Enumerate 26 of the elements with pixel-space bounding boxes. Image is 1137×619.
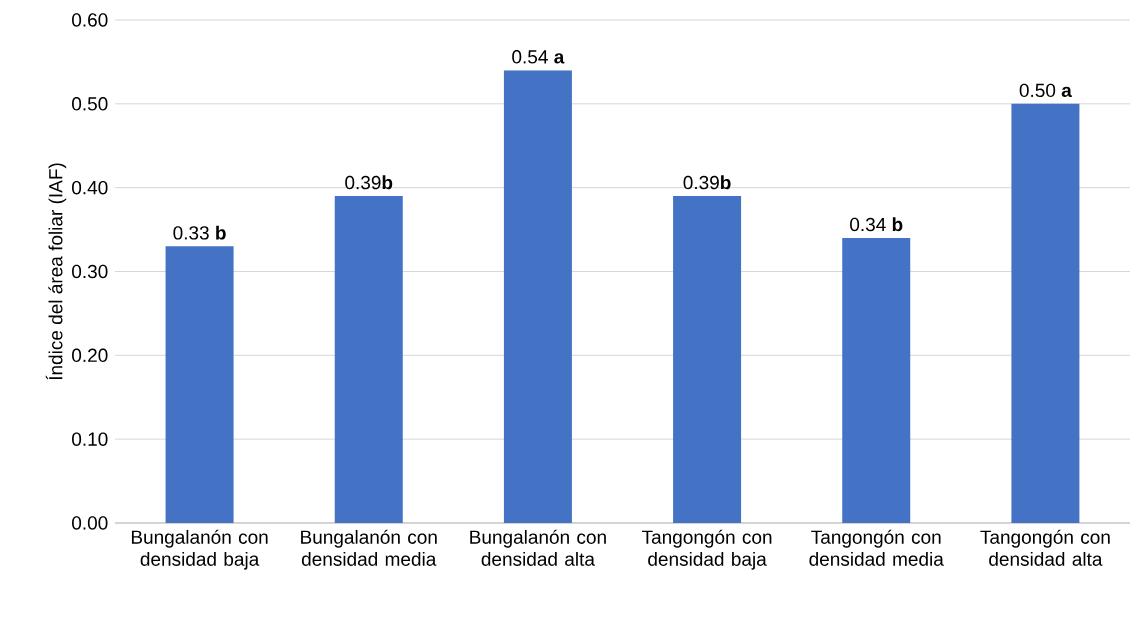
x-tick-label: Bungalanón con densidad media <box>301 529 437 566</box>
data-label: 0.39b <box>683 175 731 190</box>
bar <box>673 196 742 523</box>
data-label: 0.54 a <box>512 50 565 64</box>
y-tick-label: 0.40 <box>72 180 108 195</box>
y-tick-label: 0.20 <box>72 348 108 363</box>
bar <box>165 246 234 523</box>
data-label: 0.39b <box>345 175 393 190</box>
bar <box>334 196 403 523</box>
x-tick-label: Tangongón con densidad baja <box>642 529 772 570</box>
y-axis-title: Índice del área foliar (IAF) <box>45 163 67 380</box>
data-label: 0.33 b <box>173 225 226 240</box>
y-tick-label: 0.10 <box>72 432 108 446</box>
y-tick-label: 0.50 <box>72 97 108 111</box>
bar <box>842 237 911 523</box>
y-tick-label: 0.60 <box>72 13 108 27</box>
bar <box>503 70 572 523</box>
x-tick-label: Tangongón con densidad media <box>809 529 944 566</box>
x-tick-label: Bungalanón con densidad baja <box>131 529 268 570</box>
data-label: 0.34 b <box>850 217 903 232</box>
y-tick-label: 0.30 <box>72 264 108 279</box>
x-tick-label: Tangongón con densidad alta <box>980 529 1110 566</box>
x-tick-label: Bungalanón con densidad alta <box>470 529 606 566</box>
bar <box>1011 103 1080 523</box>
data-label: 0.50 a <box>1019 83 1072 98</box>
y-tick-label: 0.00 <box>72 516 108 530</box>
